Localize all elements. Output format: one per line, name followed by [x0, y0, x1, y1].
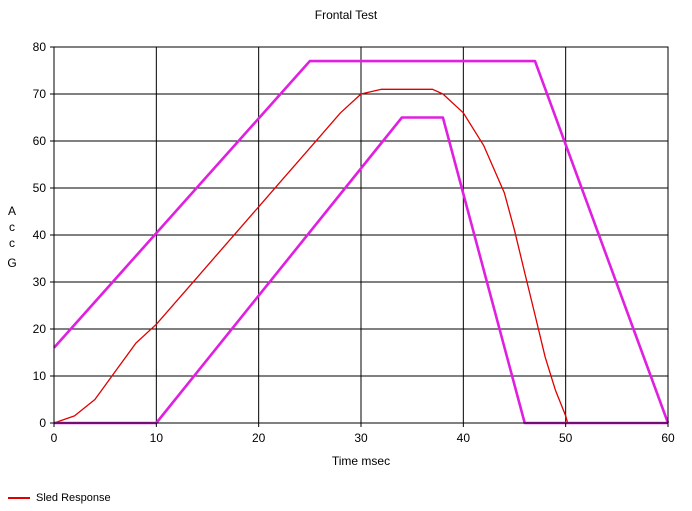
x-tick-label: 30 [354, 431, 368, 445]
x-tick-label: 20 [252, 431, 266, 445]
x-tick-label: 10 [150, 431, 164, 445]
y-tick-label: 10 [33, 369, 47, 383]
chart-title: Frontal Test [314, 8, 378, 22]
y-axis-label-char: c [9, 236, 15, 250]
y-axis-label-char: G [7, 256, 17, 270]
legend-swatch [8, 497, 30, 499]
legend-label: Sled Response [36, 492, 111, 504]
x-tick-label: 60 [661, 431, 675, 445]
y-tick-label: 20 [33, 322, 47, 336]
upper-corridor-line [53, 59, 670, 424]
y-axis-label: A c c G [6, 203, 18, 271]
y-tick-label: 70 [33, 87, 47, 101]
legend: Sled Response [8, 492, 111, 504]
y-axis-label-char: c [9, 220, 15, 234]
x-axis-label: Time msec [331, 454, 391, 468]
y-axis-label-char: A [7, 204, 16, 218]
x-tick-label: 40 [457, 431, 471, 445]
y-tick-label: 80 [33, 40, 47, 54]
y-tick-label: 0 [39, 416, 46, 430]
y-tick-label: 60 [33, 134, 47, 148]
tick-layer: 0 10 20 30 40 50 60 0 10 20 30 40 50 60 70 80 [33, 40, 675, 445]
y-tick-label: 50 [33, 181, 47, 195]
y-tick-label: 40 [33, 228, 47, 242]
grid-layer [53, 46, 669, 424]
x-tick-label: 50 [559, 431, 573, 445]
sled-response-line [53, 88, 569, 424]
y-tick-label: 30 [33, 275, 47, 289]
x-tick-label: 0 [51, 431, 58, 445]
